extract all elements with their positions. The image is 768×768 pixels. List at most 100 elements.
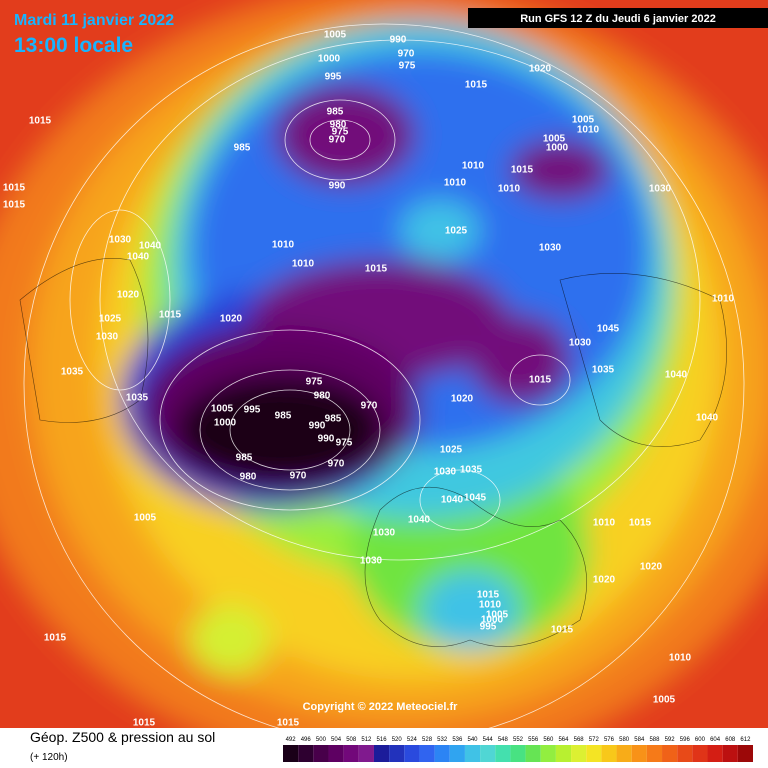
isobar-label: 1035 (460, 465, 483, 476)
isobar-label: 1015 (3, 200, 26, 211)
isobar-label: 985 (327, 107, 344, 118)
scale-swatch (434, 745, 450, 762)
scale-tick-label: 568 (574, 737, 585, 743)
isobar-label: 980 (240, 472, 257, 483)
isobar-label: 995 (480, 622, 497, 633)
scale-swatch (510, 745, 526, 762)
isobar-labels: 1005 990970975100099510151020101598598097… (3, 30, 735, 729)
isobar-label: 985 (275, 411, 292, 422)
isobar-label: 1020 (640, 562, 663, 573)
scale-swatch (358, 745, 374, 762)
scale-tick-label: 560 (543, 737, 554, 743)
isobar-label: 1005 (134, 513, 157, 524)
scale-tick-label: 592 (665, 737, 676, 743)
isobar-label: 1030 (360, 556, 383, 567)
scale-swatch (601, 745, 617, 762)
isobar-label: 1030 (434, 467, 457, 478)
scale-swatch (298, 745, 314, 762)
scale-tick-label: 604 (710, 737, 721, 743)
isobar-label: 1040 (665, 370, 688, 381)
isobar-label: 1000 (214, 418, 237, 429)
isobar-label: 1020 (220, 314, 243, 325)
isobar-label: 970 (329, 135, 346, 146)
isobar-label: 1015 (629, 518, 652, 529)
isobar-label: 975 (399, 61, 416, 72)
isobar-label: 1015 (29, 116, 52, 127)
scale-swatch (616, 745, 632, 762)
isobar-label: 1015 (44, 633, 67, 644)
scale-swatch (571, 745, 587, 762)
scale-swatch (540, 745, 556, 762)
scale-tick-label: 548 (498, 737, 509, 743)
isobar-label: 995 (325, 72, 342, 83)
copyright: Copyright © 2022 Meteociel.fr (303, 701, 459, 713)
isobar-label: 1010 (498, 184, 521, 195)
isobar-label: 985 (236, 453, 253, 464)
isobar-label: 1030 (109, 235, 132, 246)
isobar-label: 1015 (465, 80, 488, 91)
isobar-label: 1010 (462, 161, 485, 172)
scale-swatch (449, 745, 465, 762)
run-box (468, 8, 768, 28)
scale-tick-label: 580 (619, 737, 630, 743)
isobar-label: 1005 (543, 134, 566, 145)
scale-swatch (555, 745, 572, 762)
isobar-label: 1035 (592, 365, 615, 376)
isobar-label: 1015 (159, 310, 182, 321)
scale-tick-label: 572 (589, 737, 600, 743)
isobar-label: 1000 (318, 54, 341, 65)
scale-tick-label: 564 (558, 737, 569, 743)
scale-tick-label: 496 (301, 737, 312, 743)
time: 13:00 locale (14, 34, 133, 57)
isobar-label: 1015 (365, 264, 388, 275)
isobar-label: 1045 (464, 493, 487, 504)
scale-swatch (677, 745, 693, 762)
isobar-label: 1035 (61, 367, 84, 378)
isobar-label: 975 (336, 438, 353, 449)
isobar-label: 1030 (649, 184, 672, 195)
scale-swatch (707, 745, 723, 762)
isobar-label: 1030 (96, 332, 119, 343)
isobar-label: 1025 (445, 226, 468, 237)
isobar-label: 1010 (272, 240, 295, 251)
isobar-label: 1020 (451, 394, 474, 405)
scale-swatch (662, 745, 678, 762)
isobar-label: 975 (306, 377, 323, 388)
isobar-label: 1020 (529, 64, 552, 75)
scale-swatch (722, 745, 738, 762)
isobar-label: 1040 (408, 515, 431, 526)
scale-tick-label: 596 (680, 737, 691, 743)
isobar-label: 985 (325, 414, 342, 425)
isobar-label: 990 (309, 421, 326, 432)
isobar-label: 1005 (211, 404, 234, 415)
date: Mardi 11 janvier 2022 (14, 12, 174, 29)
isobar-label: 1015 (529, 375, 552, 386)
isobar-label: 1020 (117, 290, 140, 301)
run-info: Run GFS 12 Z du Jeudi 6 janvier 2022 (520, 13, 716, 25)
scale-tick-label: 612 (740, 737, 751, 743)
isobar-label: 970 (361, 401, 378, 412)
isobar-label: 1040 (139, 241, 162, 252)
isobar-label: 995 (244, 405, 261, 416)
scale-tick-label: 536 (452, 737, 463, 743)
scale-tick-label: 512 (361, 737, 372, 743)
isobar-label: 1020 (593, 575, 616, 586)
scale-swatch (586, 745, 602, 762)
isobar-label: 990 (318, 434, 335, 445)
scale-swatch (692, 745, 708, 762)
isobar-label: 1045 (597, 324, 620, 335)
color-scale: 492 496 500 504 508 512 516 520 524 528 532 536 540 5… (283, 737, 753, 762)
scale-swatch (373, 745, 390, 762)
isobar-label: 980 (330, 120, 347, 131)
scale-tick-label: 492 (286, 737, 297, 743)
isobar-label: 1005 (486, 610, 509, 621)
isobar-label: 990 (329, 181, 346, 192)
isobar-label: 975 (332, 127, 349, 138)
scale-tick-label: 516 (377, 737, 388, 743)
scale-tick-label: 520 (392, 737, 403, 743)
isobar-label: 980 (314, 391, 331, 402)
scale-tick-label: 608 (725, 737, 736, 743)
isobar-label: 970 (398, 49, 415, 60)
scale-swatch (328, 745, 344, 762)
